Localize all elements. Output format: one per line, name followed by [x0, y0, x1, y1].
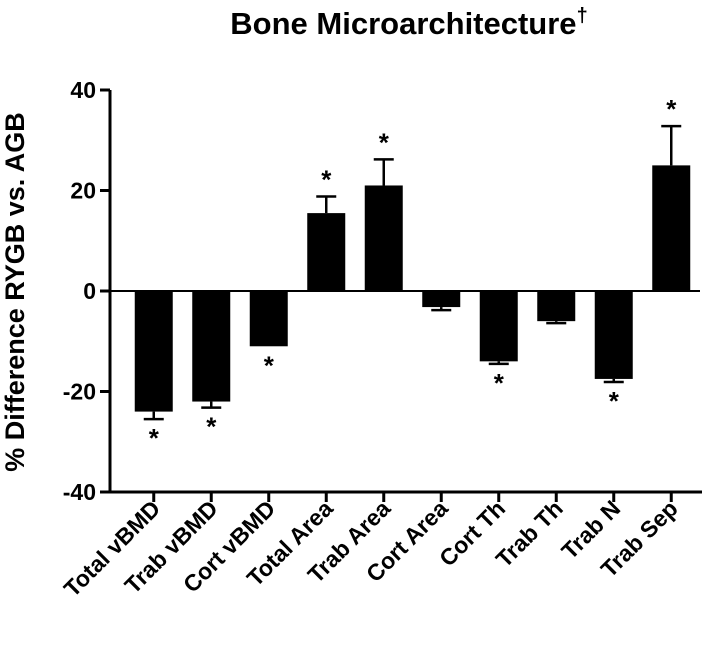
significance-marker: *	[494, 368, 505, 398]
chart-title: Bone Microarchitecture†	[230, 5, 587, 41]
bar	[134, 291, 173, 412]
significance-marker: *	[264, 350, 275, 380]
bar	[192, 291, 231, 402]
bar	[479, 291, 518, 362]
bar	[537, 291, 576, 322]
significance-marker: *	[666, 94, 677, 124]
y-axis-label: % Difference RYGB vs. AGB	[0, 112, 30, 472]
bar	[307, 213, 346, 291]
chart-title-mark: †	[577, 5, 588, 27]
bar	[249, 291, 288, 347]
chart-title-text: Bone Microarchitecture	[230, 6, 576, 41]
y-tick-label: 40	[70, 77, 96, 103]
significance-marker: *	[149, 423, 160, 453]
bar	[652, 165, 691, 291]
bar	[364, 185, 403, 291]
significance-marker: *	[206, 412, 217, 442]
y-tick-label: -40	[63, 479, 96, 505]
significance-marker: *	[321, 165, 332, 195]
significance-marker: *	[379, 127, 390, 157]
significance-marker: *	[609, 386, 620, 416]
y-tick-label: 20	[70, 178, 96, 204]
bar	[422, 291, 461, 308]
y-tick-label: -20	[63, 379, 96, 405]
y-tick-label: 0	[83, 278, 96, 304]
bar	[594, 291, 633, 379]
